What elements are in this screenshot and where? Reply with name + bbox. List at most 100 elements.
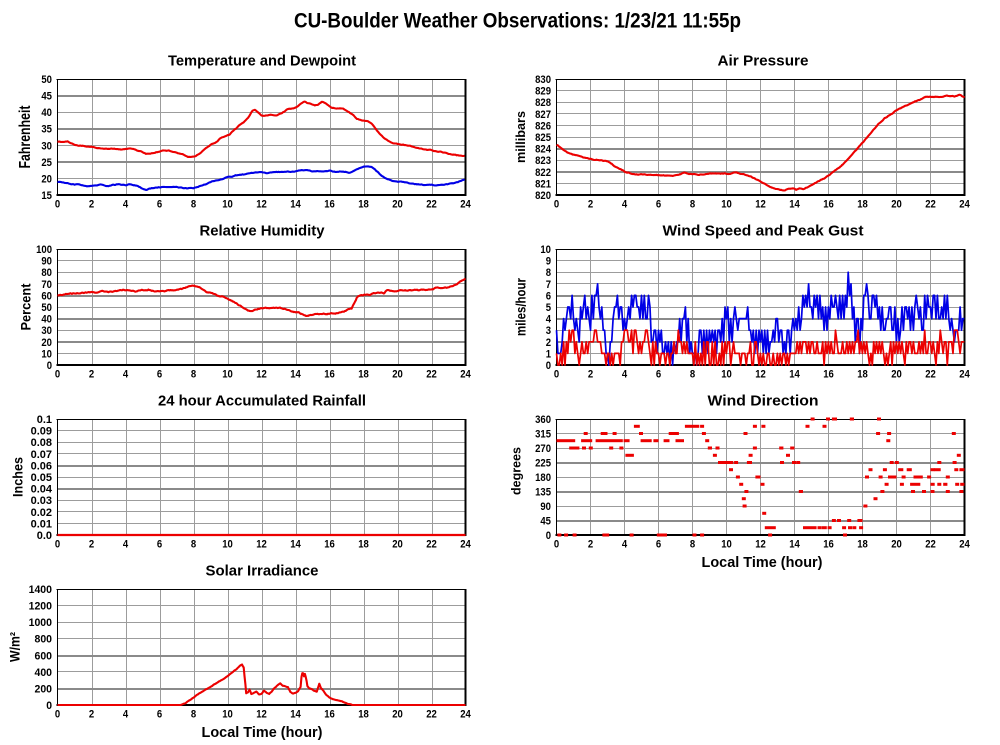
- svg-text:45: 45: [540, 516, 551, 528]
- svg-text:0: 0: [55, 709, 60, 721]
- svg-text:0.05: 0.05: [31, 472, 52, 484]
- svg-text:16: 16: [823, 539, 834, 551]
- svg-text:4: 4: [546, 314, 552, 326]
- svg-text:18: 18: [857, 199, 868, 211]
- svg-text:827: 827: [535, 109, 551, 121]
- svg-text:12: 12: [256, 539, 267, 551]
- svg-text:90: 90: [540, 501, 551, 513]
- svg-text:25: 25: [41, 157, 52, 169]
- svg-text:4: 4: [622, 369, 628, 381]
- svg-text:24: 24: [460, 539, 471, 551]
- svg-text:135: 135: [535, 487, 551, 499]
- svg-text:200: 200: [35, 683, 53, 695]
- svg-text:8: 8: [546, 267, 551, 279]
- svg-text:6: 6: [656, 199, 661, 211]
- svg-text:4: 4: [123, 539, 129, 551]
- svg-text:822: 822: [535, 167, 551, 179]
- svg-text:20: 20: [891, 199, 902, 211]
- svg-text:22: 22: [426, 369, 437, 381]
- svg-text:8: 8: [191, 369, 196, 381]
- svg-text:20: 20: [891, 369, 902, 381]
- svg-text:16: 16: [823, 199, 834, 211]
- svg-text:40: 40: [41, 107, 52, 119]
- svg-text:10: 10: [222, 369, 233, 381]
- svg-text:828: 828: [535, 97, 551, 109]
- svg-text:6: 6: [546, 290, 551, 302]
- svg-text:9: 9: [546, 256, 551, 268]
- svg-text:1200: 1200: [29, 601, 52, 613]
- svg-text:0.09: 0.09: [31, 426, 52, 438]
- svg-text:10: 10: [540, 244, 551, 256]
- svg-text:10: 10: [721, 539, 732, 551]
- svg-text:820: 820: [535, 190, 551, 202]
- svg-text:18: 18: [358, 709, 369, 721]
- svg-text:14: 14: [290, 539, 301, 551]
- svg-text:24: 24: [460, 199, 471, 211]
- svg-text:20: 20: [41, 173, 52, 185]
- svg-text:6: 6: [656, 539, 661, 551]
- svg-text:8: 8: [191, 709, 196, 721]
- svg-text:24: 24: [959, 539, 970, 551]
- svg-text:22: 22: [426, 539, 437, 551]
- svg-text:degrees: degrees: [509, 447, 524, 495]
- svg-text:20: 20: [392, 539, 403, 551]
- svg-text:millibars: millibars: [513, 111, 528, 163]
- svg-text:22: 22: [426, 709, 437, 721]
- svg-text:50: 50: [41, 302, 52, 314]
- svg-text:CU-Boulder Weather Observation: CU-Boulder Weather Observations: 1/23/21…: [294, 9, 741, 32]
- svg-text:0: 0: [55, 539, 60, 551]
- svg-text:7: 7: [546, 279, 551, 291]
- svg-text:16: 16: [324, 539, 335, 551]
- svg-text:16: 16: [324, 199, 335, 211]
- svg-text:1000: 1000: [29, 617, 52, 629]
- svg-text:14: 14: [789, 539, 800, 551]
- svg-text:Solar Irradiance: Solar Irradiance: [206, 563, 319, 580]
- svg-text:8: 8: [690, 539, 695, 551]
- svg-text:Relative Humidity: Relative Humidity: [200, 223, 326, 240]
- svg-text:1: 1: [546, 348, 551, 360]
- svg-text:2: 2: [588, 539, 593, 551]
- svg-text:0: 0: [546, 530, 551, 542]
- svg-text:315: 315: [535, 429, 551, 441]
- svg-text:80: 80: [41, 267, 52, 279]
- svg-text:22: 22: [426, 199, 437, 211]
- svg-text:0: 0: [554, 199, 559, 211]
- svg-text:6: 6: [157, 199, 162, 211]
- svg-text:14: 14: [290, 709, 301, 721]
- svg-text:0: 0: [46, 700, 52, 712]
- svg-text:0.1: 0.1: [37, 414, 52, 426]
- svg-text:0: 0: [55, 199, 60, 211]
- svg-text:Percent: Percent: [18, 283, 34, 330]
- svg-text:600: 600: [35, 650, 53, 662]
- svg-text:16: 16: [324, 709, 335, 721]
- svg-text:0.03: 0.03: [31, 495, 52, 507]
- svg-text:2: 2: [546, 337, 551, 349]
- svg-text:Fahrenheit: Fahrenheit: [17, 105, 34, 169]
- svg-text:10: 10: [721, 369, 732, 381]
- svg-text:22: 22: [925, 539, 936, 551]
- svg-text:20: 20: [41, 337, 52, 349]
- svg-text:W/m²: W/m²: [7, 632, 23, 662]
- svg-text:2: 2: [89, 369, 94, 381]
- svg-text:6: 6: [656, 369, 661, 381]
- svg-text:14: 14: [290, 199, 301, 211]
- svg-text:4: 4: [622, 539, 628, 551]
- svg-text:22: 22: [925, 199, 936, 211]
- svg-text:10: 10: [222, 539, 233, 551]
- svg-text:4: 4: [123, 369, 129, 381]
- svg-text:823: 823: [535, 155, 551, 167]
- svg-text:30: 30: [41, 325, 52, 337]
- svg-text:35: 35: [41, 124, 52, 136]
- svg-text:8: 8: [690, 199, 695, 211]
- svg-text:20: 20: [392, 199, 403, 211]
- svg-text:45: 45: [41, 91, 52, 103]
- svg-text:12: 12: [755, 539, 766, 551]
- svg-text:5: 5: [546, 302, 551, 314]
- svg-text:10: 10: [222, 709, 233, 721]
- svg-text:18: 18: [358, 369, 369, 381]
- svg-text:825: 825: [535, 132, 551, 144]
- svg-text:Local Time (hour): Local Time (hour): [702, 555, 823, 571]
- svg-text:2: 2: [588, 199, 593, 211]
- svg-text:Temperature and Dewpoint: Temperature and Dewpoint: [168, 53, 356, 70]
- svg-text:12: 12: [256, 709, 267, 721]
